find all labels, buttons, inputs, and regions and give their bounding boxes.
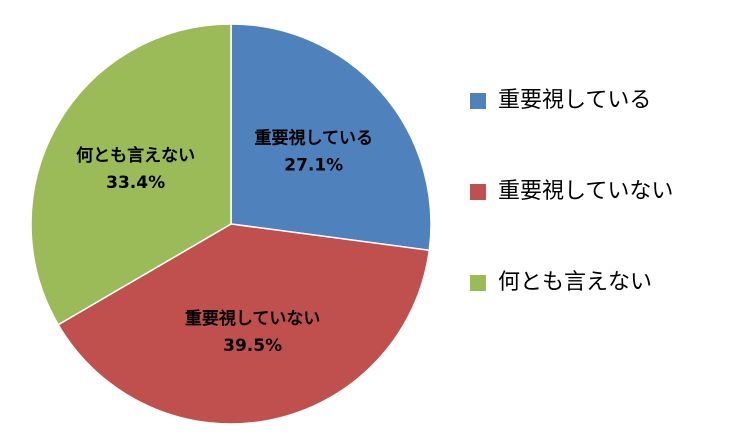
slice-value-label: 27.1% [284, 156, 343, 176]
legend-swatch [470, 275, 486, 291]
slice-category-label: 重要視している [254, 128, 373, 149]
slice-value-label: 39.5% [223, 336, 282, 356]
legend-label: 重要視している [498, 88, 651, 113]
pie-slice [230, 23, 432, 252]
legend-swatch [470, 184, 486, 200]
legend-label: 何とも言えない [498, 270, 652, 295]
pie-slice [30, 23, 232, 326]
slice-value-label: 33.4% [106, 173, 165, 193]
slice-category-label: 重要視していない [185, 308, 321, 329]
legend-swatch [470, 93, 486, 109]
legend-label: 重要視していない [498, 179, 673, 204]
slice-category-label: 何とも言えない [76, 145, 195, 166]
pie-slice [57, 223, 431, 425]
